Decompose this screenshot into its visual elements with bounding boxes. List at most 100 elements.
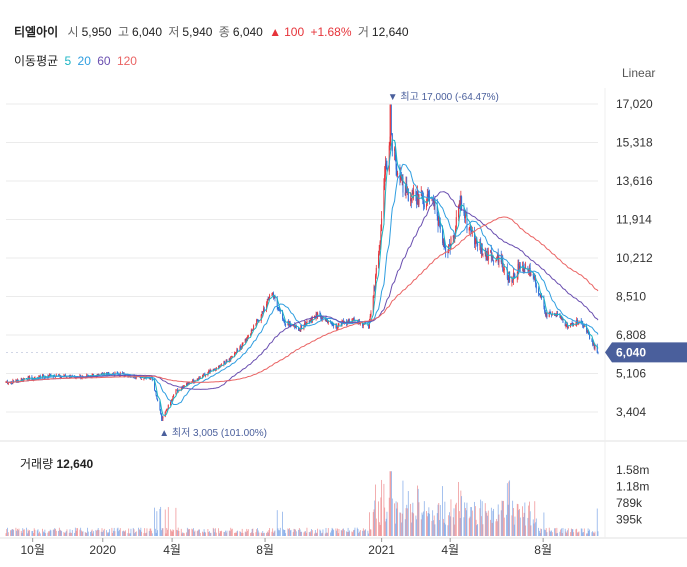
volume-bar bbox=[55, 528, 56, 536]
volume-bar bbox=[458, 481, 459, 536]
candle-body bbox=[256, 319, 258, 324]
candle-body bbox=[319, 312, 321, 315]
volume-bar bbox=[347, 527, 349, 536]
volume-bar bbox=[85, 532, 87, 536]
candle-body bbox=[378, 253, 380, 268]
volume-bar bbox=[506, 514, 507, 536]
volume-bar bbox=[587, 528, 589, 536]
volume-bar bbox=[175, 507, 177, 536]
candle-body bbox=[285, 324, 287, 326]
volume-bar bbox=[17, 530, 19, 536]
volume-bar bbox=[75, 530, 77, 536]
volume-bar bbox=[404, 519, 406, 536]
candle-body bbox=[349, 321, 351, 322]
volume-bar bbox=[369, 512, 370, 536]
volume-bar bbox=[273, 532, 274, 536]
volume-bar bbox=[413, 513, 415, 536]
candle-body bbox=[384, 163, 386, 175]
candle-body bbox=[493, 260, 495, 262]
volume-bar bbox=[138, 529, 140, 536]
candle-body bbox=[486, 254, 488, 260]
volume-bar bbox=[97, 529, 98, 536]
volume-bar bbox=[21, 532, 23, 536]
volume-bar bbox=[59, 529, 61, 536]
volume-bar bbox=[372, 512, 374, 536]
volume-bar bbox=[374, 500, 376, 536]
candle-body bbox=[162, 416, 164, 419]
volume-bar bbox=[310, 531, 312, 536]
candle-body bbox=[282, 319, 284, 321]
volume-bar bbox=[197, 530, 199, 536]
volume-bar bbox=[53, 529, 55, 536]
volume-bar bbox=[351, 531, 353, 536]
candle-body bbox=[7, 382, 9, 384]
candle-body bbox=[384, 174, 386, 186]
volume-bar bbox=[528, 505, 530, 536]
candle-body bbox=[226, 359, 228, 362]
volume-bar bbox=[66, 529, 68, 536]
volume-bar bbox=[385, 521, 386, 536]
volume-bar bbox=[134, 533, 136, 536]
low-value: 5,940 bbox=[182, 25, 213, 39]
candle-body bbox=[434, 199, 436, 207]
candle-body bbox=[299, 330, 301, 331]
ma20-legend[interactable]: 20 bbox=[77, 54, 91, 68]
volume-bar bbox=[405, 508, 407, 536]
candle-body bbox=[175, 390, 177, 395]
volume-bar bbox=[63, 532, 65, 536]
volume-bar bbox=[314, 533, 315, 536]
y-tick-label: 13,616 bbox=[616, 174, 653, 188]
ma120-legend[interactable]: 120 bbox=[116, 54, 137, 68]
volume-bar bbox=[566, 532, 568, 536]
y-tick-label: 10,212 bbox=[616, 251, 653, 265]
ma5-legend[interactable]: 5 bbox=[64, 54, 72, 68]
volume-bar bbox=[368, 533, 370, 536]
volume-bar bbox=[287, 528, 289, 536]
volume-bar bbox=[44, 529, 46, 536]
volume-bar bbox=[129, 533, 131, 536]
ma60-legend[interactable]: 60 bbox=[97, 54, 111, 68]
volume-bar bbox=[103, 530, 104, 536]
volume-bar bbox=[402, 480, 404, 536]
volume-bar bbox=[513, 524, 515, 536]
candle-body bbox=[261, 311, 263, 315]
volume-bar bbox=[534, 501, 536, 536]
volume-bar bbox=[279, 530, 280, 536]
volume-bar bbox=[151, 533, 153, 536]
volume-bar bbox=[452, 517, 454, 536]
candle-body bbox=[209, 369, 211, 373]
volume-bar bbox=[324, 533, 326, 536]
change-value: 100 bbox=[284, 25, 305, 39]
ma120-line bbox=[5, 216, 599, 384]
volume-bar bbox=[231, 528, 233, 536]
candle-body bbox=[530, 273, 532, 275]
volume-bar bbox=[255, 532, 257, 536]
volume-bar bbox=[129, 533, 130, 536]
candle-body bbox=[335, 325, 337, 327]
volume-bar bbox=[28, 531, 30, 536]
volume-bar bbox=[123, 530, 125, 536]
candle-body bbox=[198, 377, 200, 380]
volume-bar bbox=[15, 527, 17, 536]
volume-bar bbox=[149, 528, 151, 536]
candle-body bbox=[272, 292, 274, 298]
volume-bar bbox=[228, 530, 230, 536]
candle-body bbox=[477, 243, 479, 246]
candle-body bbox=[250, 329, 252, 335]
volume-bar bbox=[577, 532, 579, 536]
volume-bar bbox=[442, 486, 443, 536]
candle-body bbox=[66, 377, 68, 378]
candle-body bbox=[386, 165, 388, 172]
candle-body bbox=[218, 365, 220, 368]
candle-body bbox=[573, 324, 575, 326]
volume-bar bbox=[93, 531, 95, 536]
candle-body bbox=[326, 321, 328, 322]
candle-body bbox=[397, 173, 399, 176]
candle-body bbox=[463, 209, 465, 214]
volume-bar bbox=[429, 513, 431, 536]
candle-body bbox=[255, 323, 257, 326]
volume-bar bbox=[167, 507, 169, 536]
scale-toggle-button[interactable]: Linear bbox=[622, 66, 656, 80]
candle-body bbox=[404, 192, 406, 195]
